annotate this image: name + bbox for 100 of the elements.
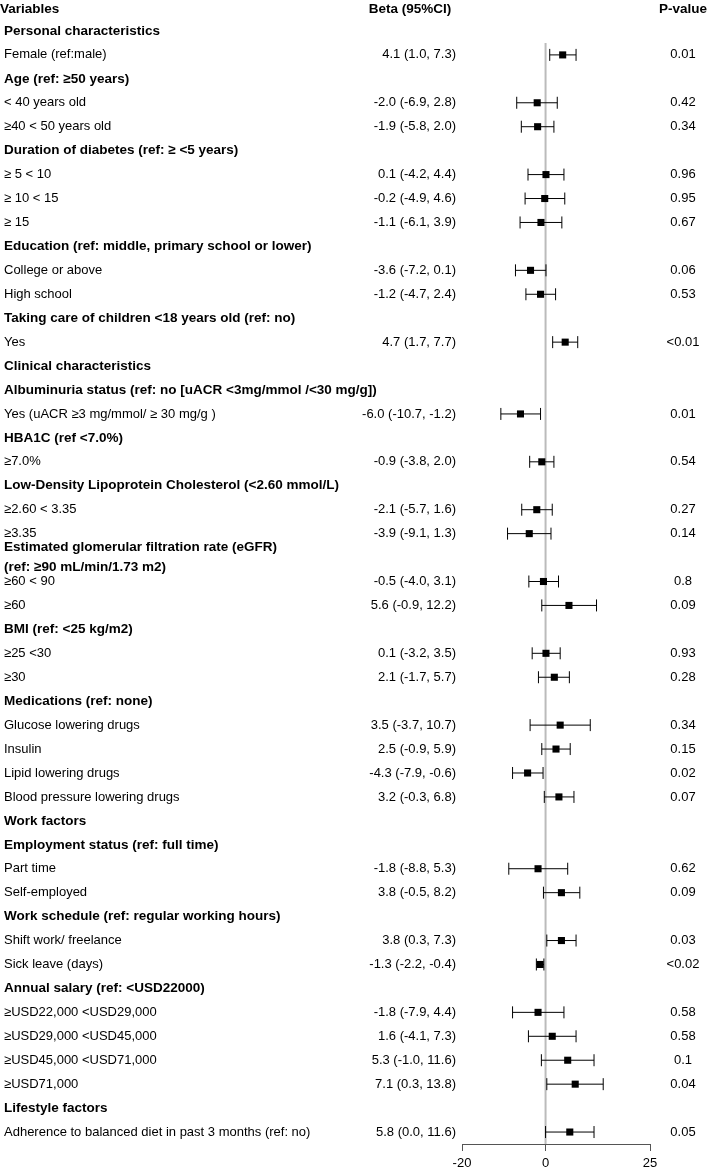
y-tick-label: Adherence to balanced diet in past 3 months (ref: no) xyxy=(4,1123,311,1139)
point xyxy=(534,865,542,873)
x-tick-label: 25 xyxy=(642,1155,658,1171)
y-tick-label: Yes (uACR ≥3 mg/mmol/ ≥ 30 mg/g ) xyxy=(4,405,216,421)
data-label: -3.6 (-7.2, 0.1) xyxy=(373,261,456,277)
y-tick-label: Shift work/ freelance xyxy=(4,932,122,948)
text: 0.15 xyxy=(670,740,696,756)
text: 0.96 xyxy=(670,166,696,182)
text: <0.01 xyxy=(666,333,700,349)
x-tick-label: 0 xyxy=(541,1155,550,1171)
data-label: 3.2 (-0.3, 6.8) xyxy=(377,788,456,804)
point xyxy=(552,745,560,753)
data-label: -4.3 (-7.9, -0.6) xyxy=(369,764,456,780)
y-tick-label: ≥USD29,000 <USD45,000 xyxy=(4,1027,157,1043)
point xyxy=(557,937,565,945)
point xyxy=(533,506,541,514)
data-label: 0.1 (-4.2, 4.4) xyxy=(377,166,456,182)
y-tick-label: HBA1C (ref <7.0%) xyxy=(4,429,123,445)
text: 0.01 xyxy=(670,46,696,62)
y-tick-label: ≥25 <30 xyxy=(4,644,52,660)
point xyxy=(537,218,545,226)
point xyxy=(556,721,564,729)
point xyxy=(566,1128,574,1136)
text: 0.01 xyxy=(670,405,696,421)
y-tick-label: Part time xyxy=(4,860,57,876)
y-tick-label: ≥ 5 < 10 xyxy=(4,166,52,182)
text: 0.1 xyxy=(673,1051,693,1067)
text: 0.02 xyxy=(670,764,696,780)
y-tick-label: ≥7.0% xyxy=(4,453,42,469)
y-tick-label: College or above xyxy=(4,261,103,277)
y-tick-label: ≥ 10 < 15 xyxy=(4,190,59,206)
y-tick-label: Estimated glomerular filtration rate (eGFR) (ref: ≥90 mL/min/1.73 m2) xyxy=(4,539,278,575)
y-tick-label: High school xyxy=(4,285,73,301)
point xyxy=(565,601,573,609)
y-tick-label: Work factors xyxy=(4,812,87,828)
y-tick-label: Lipid lowering drugs xyxy=(4,764,121,780)
data-label: 0.1 (-3.2, 3.5) xyxy=(377,644,456,660)
point xyxy=(537,290,545,298)
point xyxy=(541,194,549,203)
point xyxy=(571,1080,579,1088)
text: 0.54 xyxy=(670,453,696,469)
y-tick-label: ≥30 xyxy=(4,668,26,684)
text: <0.02 xyxy=(666,956,700,972)
point xyxy=(542,649,550,657)
text: 0.07 xyxy=(670,788,696,804)
text: 0.06 xyxy=(670,261,696,277)
text: 0.09 xyxy=(670,884,696,900)
text: Beta (95%CI) xyxy=(368,0,452,16)
y-tick-label: Personal characteristics xyxy=(4,22,161,38)
data-label: 5.6 (-0.9, 12.2) xyxy=(370,597,456,613)
point xyxy=(555,793,563,801)
y-tick-label: Glucose lowering drugs xyxy=(4,716,141,732)
point xyxy=(550,673,558,681)
text: 0.09 xyxy=(670,597,696,613)
text: 0.67 xyxy=(670,214,696,230)
y-tick-label: Sick leave (days) xyxy=(4,956,103,972)
data-label: -6.0 (-10.7, -1.2) xyxy=(362,405,456,421)
text: 0.62 xyxy=(670,860,696,876)
point xyxy=(538,458,546,466)
y-tick-label: ≥40 < 50 years old xyxy=(4,118,112,134)
text: 0.42 xyxy=(670,94,696,110)
data-label: -1.8 (-7.9, 4.4) xyxy=(373,1003,456,1019)
data-label: 3.8 (0.3, 7.3) xyxy=(382,932,456,948)
y-tick-label: Yes xyxy=(4,333,26,349)
y-tick-label: Education (ref: middle, primary school or lower) xyxy=(4,238,312,254)
text: 0.93 xyxy=(670,644,696,660)
text: 0.53 xyxy=(670,285,696,301)
data-label: -3.9 (-9.1, 1.3) xyxy=(373,525,456,541)
y-tick-label: Lifestyle factors xyxy=(4,1099,108,1115)
point xyxy=(539,577,547,586)
text: 0.34 xyxy=(670,716,696,732)
data-label: -0.5 (-4.0, 3.1) xyxy=(373,573,456,589)
text: 0.14 xyxy=(670,525,696,541)
y-tick-label: ≥ 15 xyxy=(4,214,30,230)
data-label: 5.8 (0.0, 11.6) xyxy=(376,1123,456,1139)
point xyxy=(557,889,565,897)
text: 0.28 xyxy=(670,668,696,684)
data-label: 3.8 (-0.5, 8.2) xyxy=(377,884,456,900)
y-tick-label: ≥3.35 xyxy=(4,525,37,541)
data-label: 4.7 (1.7, 7.7) xyxy=(382,333,456,349)
y-tick-label: Annual salary (ref: <USD22000) xyxy=(4,980,205,996)
point xyxy=(533,99,541,107)
y-tick-label: BMI (ref: <25 kg/m2) xyxy=(4,621,133,637)
point xyxy=(534,123,542,131)
data-label: -1.9 (-5.8, 2.0) xyxy=(373,118,456,134)
point xyxy=(525,530,533,538)
text: 0.04 xyxy=(670,1075,696,1091)
data-label: -0.9 (-3.8, 2.0) xyxy=(373,453,456,469)
point xyxy=(564,1056,572,1064)
y-tick-label: Low-Density Lipoprotein Cholesterol (<2.60 mmol/L) xyxy=(4,477,339,493)
text: 0.95 xyxy=(670,190,696,206)
text: 0.58 xyxy=(670,1027,696,1043)
text: 0.34 xyxy=(670,118,696,134)
text: P-value xyxy=(658,0,708,16)
data-label: 1.6 (-4.1, 7.3) xyxy=(377,1027,456,1043)
data-label: -1.8 (-8.8, 5.3) xyxy=(373,860,456,876)
text: 0.27 xyxy=(670,501,696,517)
data-label: 2.5 (-0.9, 5.9) xyxy=(377,740,456,756)
point xyxy=(561,338,569,346)
y-tick-label: Blood pressure lowering drugs xyxy=(4,788,181,804)
